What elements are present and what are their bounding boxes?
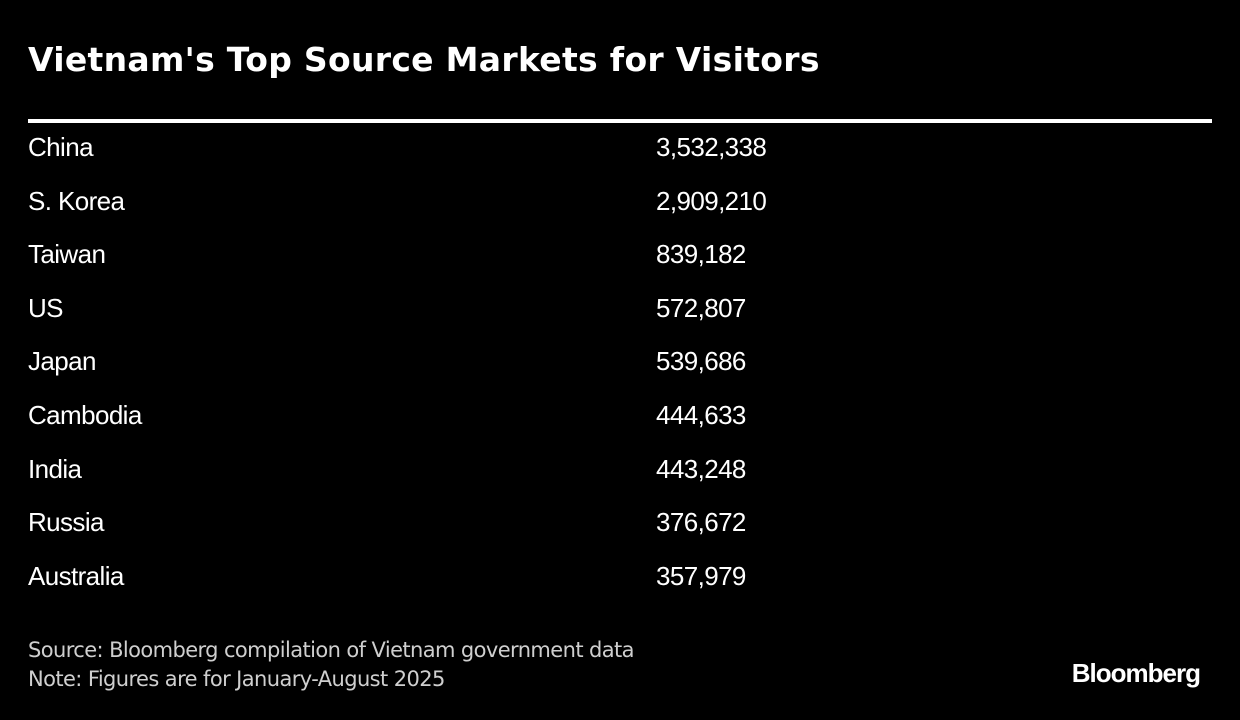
table-row: Russia 376,672: [28, 497, 1212, 551]
figures-note: Note: Figures are for January-August 202…: [28, 667, 445, 691]
table-row: Japan 539,686: [28, 336, 1212, 390]
table-row: Australia 357,979: [28, 551, 1212, 605]
footer-notes: Source: Bloomberg compilation of Vietnam…: [28, 636, 635, 694]
value-cell: 839,182: [656, 239, 746, 270]
value-cell: 539,686: [656, 346, 746, 377]
country-cell: Cambodia: [28, 399, 142, 430]
country-cell: Russia: [28, 507, 104, 538]
country-cell: S. Korea: [28, 185, 125, 216]
country-cell: India: [28, 453, 82, 484]
country-cell: Japan: [28, 346, 96, 377]
value-cell: 443,248: [656, 453, 746, 484]
table-row: India 443,248: [28, 444, 1212, 498]
country-cell: Taiwan: [28, 239, 106, 270]
value-cell: 444,633: [656, 399, 746, 430]
table-row: Cambodia 444,633: [28, 390, 1212, 444]
value-cell: 376,672: [656, 507, 746, 538]
value-cell: 2,909,210: [656, 185, 767, 216]
country-cell: China: [28, 132, 94, 162]
data-table: China 3,532,338 S. Korea 2,909,210 Taiwa…: [28, 122, 1212, 604]
value-cell: 357,979: [656, 560, 746, 591]
table-row: China 3,532,338: [28, 122, 1212, 176]
value-cell: 572,807: [656, 292, 746, 323]
country-cell: Australia: [28, 560, 124, 591]
source-note: Source: Bloomberg compilation of Vietnam…: [28, 638, 635, 662]
table-row: Taiwan 839,182: [28, 229, 1212, 283]
header-divider: [28, 119, 1212, 123]
table-row: S. Korea 2,909,210: [28, 176, 1212, 230]
bloomberg-logo: Bloomberg: [1071, 658, 1201, 688]
country-cell: US: [28, 292, 64, 323]
value-cell: 3,532,338: [656, 132, 767, 162]
chart-title: Vietnam's Top Source Markets for Visitor…: [28, 40, 820, 79]
table-row: US 572,807: [28, 283, 1212, 337]
